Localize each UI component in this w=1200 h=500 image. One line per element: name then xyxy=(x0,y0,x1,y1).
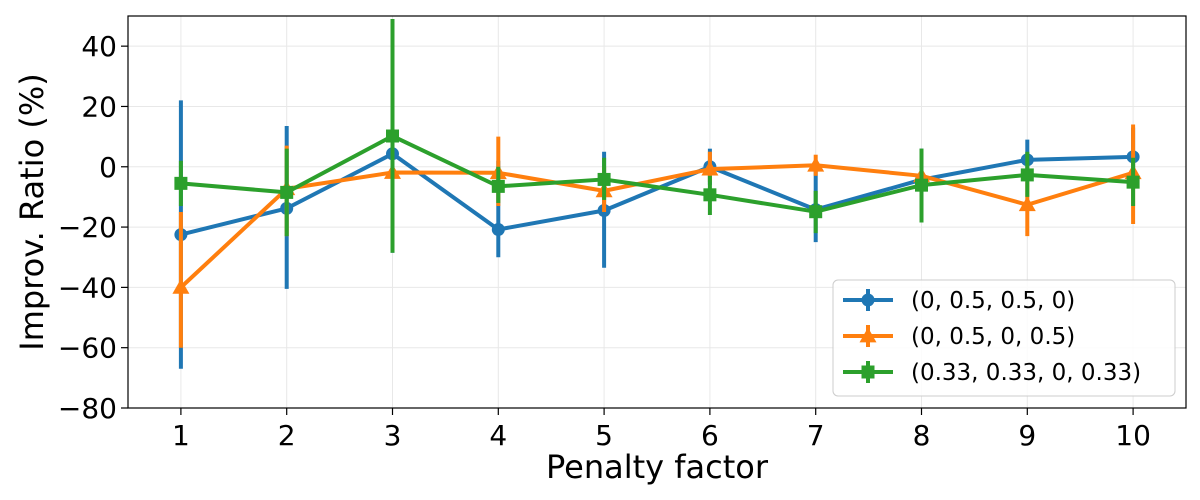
x-tick-label: 8 xyxy=(913,419,931,452)
data-point xyxy=(280,185,294,199)
data-point xyxy=(915,178,928,192)
data-point xyxy=(703,188,717,202)
x-tick-label: 6 xyxy=(701,419,719,452)
legend: (0, 0.5, 0.5, 0) (0, 0.5, 0, 0.5) (0.33, 0… xyxy=(832,279,1176,397)
x-tick-label: 7 xyxy=(807,419,825,452)
x-tick-label: 4 xyxy=(489,419,507,452)
y-tick-label: −40 xyxy=(58,271,117,304)
y-tick-label: −20 xyxy=(58,211,117,244)
data-point xyxy=(809,205,823,219)
x-tick-label: 9 xyxy=(1018,419,1036,452)
data-point xyxy=(491,222,505,236)
x-tick-label: 3 xyxy=(384,419,402,452)
data-point xyxy=(1018,196,1036,212)
y-tick-label: 20 xyxy=(81,90,117,123)
data-point xyxy=(386,129,399,143)
axis-ticks: 1 2 3 4 5 6 7 8 9 10 40 20 0 −20 −40 −60 −80 xyxy=(58,30,1151,452)
legend-marker xyxy=(859,327,877,343)
y-tick-label: −80 xyxy=(58,392,117,425)
series-line xyxy=(180,134,1134,214)
legend-label: (0, 0.5, 0, 0.5) xyxy=(911,324,1075,350)
x-tick-label: 10 xyxy=(1115,419,1151,452)
data-point xyxy=(1126,175,1140,189)
legend-label: (0.33, 0.33, 0, 0.33) xyxy=(911,360,1141,386)
series-3 xyxy=(174,19,1140,253)
data-point xyxy=(491,179,505,193)
legend-box xyxy=(832,279,1176,397)
series-layer xyxy=(172,19,1142,369)
y-axis-label: Improv. Ratio (%) xyxy=(13,73,51,350)
legend-marker xyxy=(861,293,875,307)
x-tick-label: 2 xyxy=(278,419,296,452)
data-point xyxy=(172,278,190,294)
x-tick-label: 1 xyxy=(172,419,190,452)
legend-marker xyxy=(861,365,875,379)
x-tick-label: 5 xyxy=(595,419,613,452)
y-tick-label: 40 xyxy=(81,30,117,63)
legend-item: (0, 0.5, 0.5, 0) xyxy=(843,288,1075,314)
data-point xyxy=(597,172,611,186)
x-axis-label: Penalty factor xyxy=(546,448,769,486)
plot-frame xyxy=(127,15,1187,409)
legend-label: (0, 0.5, 0.5, 0) xyxy=(911,288,1075,314)
legend-item: (0, 0.5, 0, 0.5) xyxy=(843,324,1075,350)
y-tick-label: 0 xyxy=(99,151,117,184)
data-point xyxy=(174,176,188,190)
data-point xyxy=(701,160,719,176)
y-tick-label: −60 xyxy=(58,332,117,365)
series-line xyxy=(179,163,1134,289)
data-point xyxy=(807,156,825,172)
data-point xyxy=(1020,168,1034,182)
legend-item: (0.33, 0.33, 0, 0.33) xyxy=(843,360,1141,386)
